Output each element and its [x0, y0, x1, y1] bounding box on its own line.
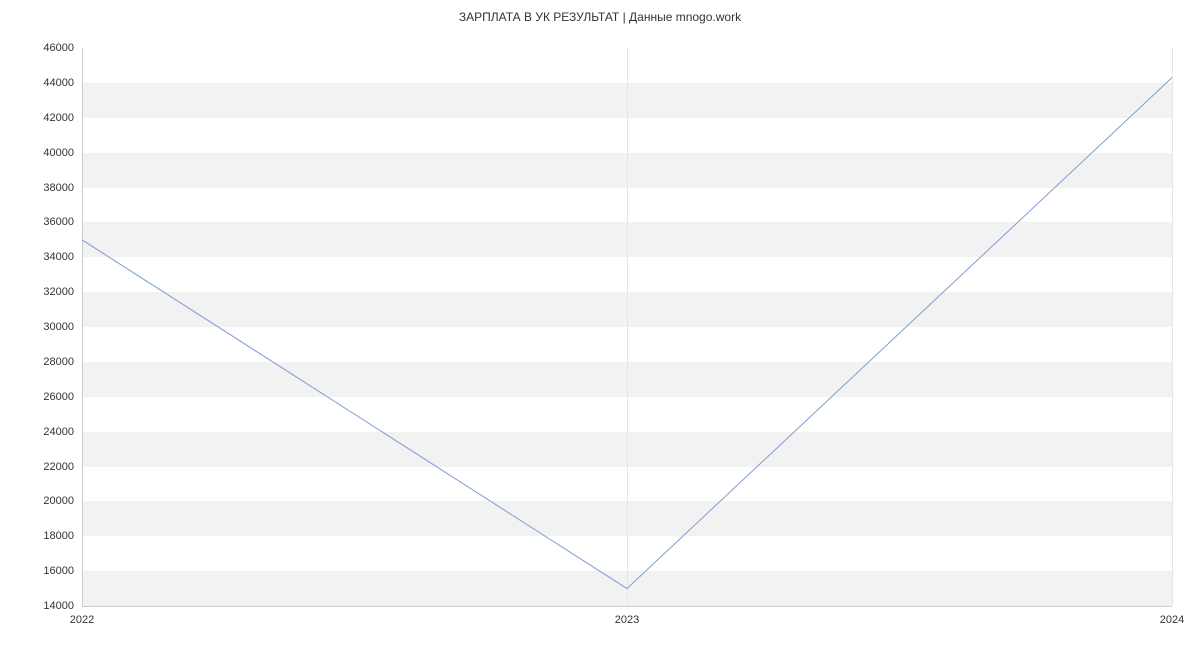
y-tick-label: 30000 [43, 321, 74, 333]
y-tick-label: 46000 [43, 42, 74, 54]
y-tick-label: 26000 [43, 391, 74, 403]
series-layer [82, 48, 1172, 606]
y-tick-label: 14000 [43, 600, 74, 612]
x-gridline [1172, 48, 1173, 606]
y-tick-label: 32000 [43, 286, 74, 298]
series-line-salary [82, 78, 1172, 589]
x-axis-line [82, 606, 1172, 607]
y-tick-label: 36000 [43, 216, 74, 228]
y-tick-label: 44000 [43, 77, 74, 89]
y-tick-label: 18000 [43, 530, 74, 542]
x-tick-label: 2024 [1160, 614, 1184, 626]
x-tick-label: 2022 [70, 614, 94, 626]
y-tick-label: 16000 [43, 565, 74, 577]
y-tick-label: 42000 [43, 112, 74, 124]
y-tick-label: 24000 [43, 426, 74, 438]
y-tick-label: 28000 [43, 356, 74, 368]
y-tick-label: 22000 [43, 461, 74, 473]
y-tick-label: 34000 [43, 251, 74, 263]
chart-container: ЗАРПЛАТА В УК РЕЗУЛЬТАТ | Данные mnogo.w… [0, 0, 1200, 650]
chart-title: ЗАРПЛАТА В УК РЕЗУЛЬТАТ | Данные mnogo.w… [0, 10, 1200, 24]
y-tick-label: 20000 [43, 495, 74, 507]
plot-area: 1400016000180002000022000240002600028000… [82, 48, 1172, 606]
y-tick-label: 40000 [43, 147, 74, 159]
y-tick-label: 38000 [43, 182, 74, 194]
x-tick-label: 2023 [615, 614, 639, 626]
